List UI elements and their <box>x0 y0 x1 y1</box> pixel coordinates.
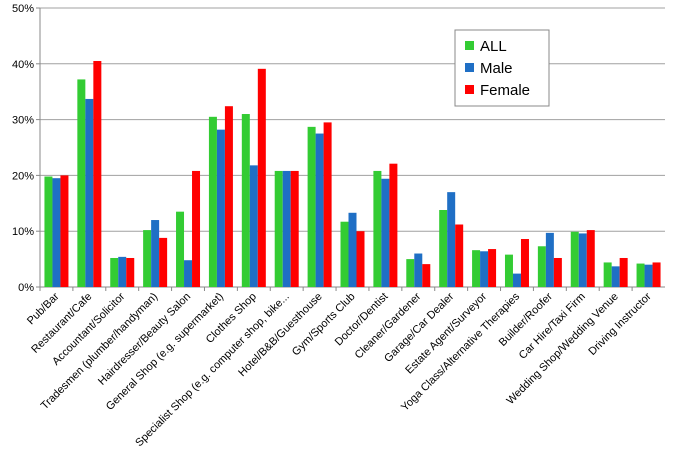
bar <box>512 273 521 287</box>
bar <box>455 224 464 287</box>
bar <box>93 61 102 288</box>
bar <box>159 237 168 287</box>
bar <box>118 256 127 287</box>
bar <box>151 220 160 287</box>
bar <box>553 257 562 287</box>
bar <box>60 175 69 287</box>
bar <box>504 254 513 287</box>
bar <box>192 170 201 287</box>
bar <box>282 170 291 287</box>
bar <box>216 129 225 287</box>
bar <box>356 231 365 287</box>
bar <box>340 221 349 287</box>
x-tick-label: Yoga Class/Alternative Therapies <box>399 290 522 413</box>
bar <box>480 251 489 287</box>
bar <box>290 170 299 287</box>
y-tick-label: 0% <box>18 282 34 294</box>
bar <box>323 122 332 287</box>
bar <box>520 239 529 287</box>
bar <box>52 178 61 287</box>
bar <box>603 262 612 287</box>
bar <box>636 263 645 287</box>
bar <box>570 231 579 287</box>
bar <box>381 178 390 287</box>
legend-swatch <box>465 85 474 94</box>
legend-label: Male <box>480 60 513 77</box>
bar <box>77 79 86 287</box>
bar <box>586 230 595 287</box>
y-tick-label: 50% <box>12 3 34 15</box>
bar <box>389 163 398 287</box>
bar <box>611 266 620 287</box>
bar <box>373 170 382 287</box>
bar <box>184 260 193 287</box>
x-tick-label: Specialist Shop (e.g. computer shop, bik… <box>133 291 292 450</box>
x-tick-label: Driving Instructor <box>586 290 654 358</box>
legend-label: Female <box>480 82 530 99</box>
bar <box>208 116 217 287</box>
bar <box>414 253 423 287</box>
bar <box>274 170 283 287</box>
y-tick-label: 30% <box>12 115 34 127</box>
bar <box>406 259 415 287</box>
legend-label: ALL <box>480 38 507 55</box>
bar <box>249 165 258 287</box>
legend-swatch <box>465 63 474 72</box>
legend-swatch <box>465 41 474 50</box>
bar <box>315 133 324 287</box>
bar <box>422 264 431 287</box>
bar <box>85 98 94 287</box>
bar <box>257 68 266 288</box>
bar <box>545 232 554 287</box>
bar <box>110 257 119 287</box>
bar <box>143 230 152 287</box>
bar <box>126 257 135 287</box>
bar <box>472 250 481 287</box>
bar <box>644 264 653 287</box>
bar <box>348 212 357 287</box>
y-tick-label: 10% <box>12 226 34 238</box>
bar <box>619 257 628 287</box>
bar <box>241 114 250 288</box>
bar <box>447 192 456 287</box>
bar <box>652 262 661 287</box>
x-tick-label: Restaurant/Cafe <box>29 291 94 356</box>
bar <box>488 249 497 287</box>
bar <box>224 106 233 287</box>
bar <box>307 126 316 287</box>
bar <box>537 246 546 287</box>
bar <box>578 233 587 287</box>
bar <box>176 211 185 287</box>
bar <box>44 176 53 287</box>
y-tick-label: 20% <box>12 170 34 182</box>
y-tick-label: 40% <box>12 59 34 71</box>
bar <box>439 209 448 287</box>
